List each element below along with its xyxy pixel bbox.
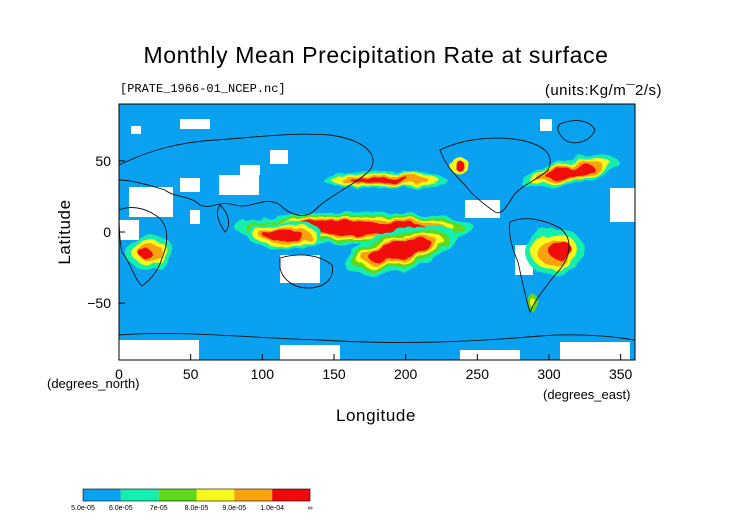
colorbar-label: 5.0e-05 [71, 505, 95, 512]
missing-west-edge [119, 220, 139, 240]
y-axis-label: Latitude [55, 199, 74, 264]
missing-australia [280, 255, 320, 283]
y-tick-label: 0 [103, 224, 111, 240]
x-axis-label: Longitude [336, 406, 416, 425]
x-tick-label: 150 [322, 366, 346, 382]
colorbar-swatch [234, 489, 273, 501]
x-tick-label: 0 [115, 366, 123, 382]
y-axis-ticks: −50 0 50 [87, 153, 125, 311]
blob-spcz-l5 [369, 237, 431, 263]
colorbar-label: 8.0e-05 [185, 505, 209, 512]
y-tick-label: 50 [95, 153, 111, 169]
missing-antarctic-1 [119, 340, 199, 360]
missing-data-patches [119, 119, 635, 360]
blob-npac-l4 [350, 177, 410, 183]
colorbar-label: 6.0e-05 [109, 505, 133, 512]
missing-asia-5 [240, 165, 260, 175]
colorbar-swatch [120, 489, 159, 501]
coast-india [217, 204, 230, 233]
x-tick-label: 250 [466, 366, 490, 382]
file-label: [PRATE_1966-01_NCEP.nc] [120, 82, 286, 96]
y-tick-label: −50 [87, 295, 111, 311]
coast-africa [119, 207, 168, 287]
missing-antarctic-3 [460, 350, 520, 360]
missing-arctic-strip-1 [180, 119, 210, 129]
chart-title: Monthly Mean Precipitation Rate at surfa… [143, 42, 609, 68]
missing-arctic-strip-2 [540, 119, 552, 131]
colorbar-swatch [83, 489, 121, 501]
units-label: (units:Kg/m¯2/s) [544, 82, 662, 99]
blob-samerica-l4 [548, 241, 572, 259]
coast-antarctica [119, 332, 635, 343]
coast-eurasia [119, 133, 374, 216]
missing-india [190, 210, 200, 224]
blob-africa-l4 [139, 248, 151, 258]
blob-natl-l4 [546, 165, 594, 179]
coast-north-america [439, 137, 551, 214]
colorbar-label: 1.0e-04 [260, 505, 284, 512]
x-tick-label: 200 [394, 366, 418, 382]
x-tick-label: 350 [609, 366, 633, 382]
blob-maritime-l4 [263, 229, 303, 241]
missing-asia-3 [219, 175, 259, 195]
blob-canada-l2 [454, 160, 464, 170]
colorbar-swatch [158, 489, 197, 501]
colorbar: 5.0e-05 6.0e-05 7e-05 8.0e-05 9.0e-05 1.0e-04… [71, 488, 313, 512]
colorbar-label: 7e-05 [150, 505, 168, 512]
missing-atlantic-east [610, 188, 635, 222]
x-axis-unit: (degrees_east) [543, 387, 630, 402]
coast-greenland [557, 120, 596, 144]
missing-asia-1 [129, 187, 173, 217]
x-tick-label: 100 [251, 366, 275, 382]
x-tick-label: 300 [537, 366, 561, 382]
blob-chile-l2 [529, 298, 535, 306]
x-tick-label: 50 [183, 366, 199, 382]
y-axis-unit: (degrees_north) [47, 376, 140, 391]
missing-antarctic-2 [280, 345, 340, 360]
coastlines [119, 120, 635, 343]
missing-asia-2 [180, 178, 200, 192]
precip-blobs [126, 156, 619, 310]
colorbar-swatch [272, 489, 310, 501]
colorbar-label: 9.0e-05 [222, 505, 246, 512]
colorbar-frame [82, 488, 311, 502]
colorbar-label: ∞ [308, 505, 313, 512]
x-axis-ticks: 0 50 100 150 200 250 300 350 [115, 354, 633, 382]
missing-arctic-strip-3 [131, 126, 141, 134]
coast-south-america [509, 218, 570, 314]
coast-australia [279, 254, 333, 289]
colorbar-swatch [196, 489, 235, 501]
missing-namerica [465, 200, 500, 218]
missing-antarctic-4 [560, 342, 630, 360]
missing-asia-4 [270, 150, 288, 164]
map-layer [119, 119, 635, 360]
